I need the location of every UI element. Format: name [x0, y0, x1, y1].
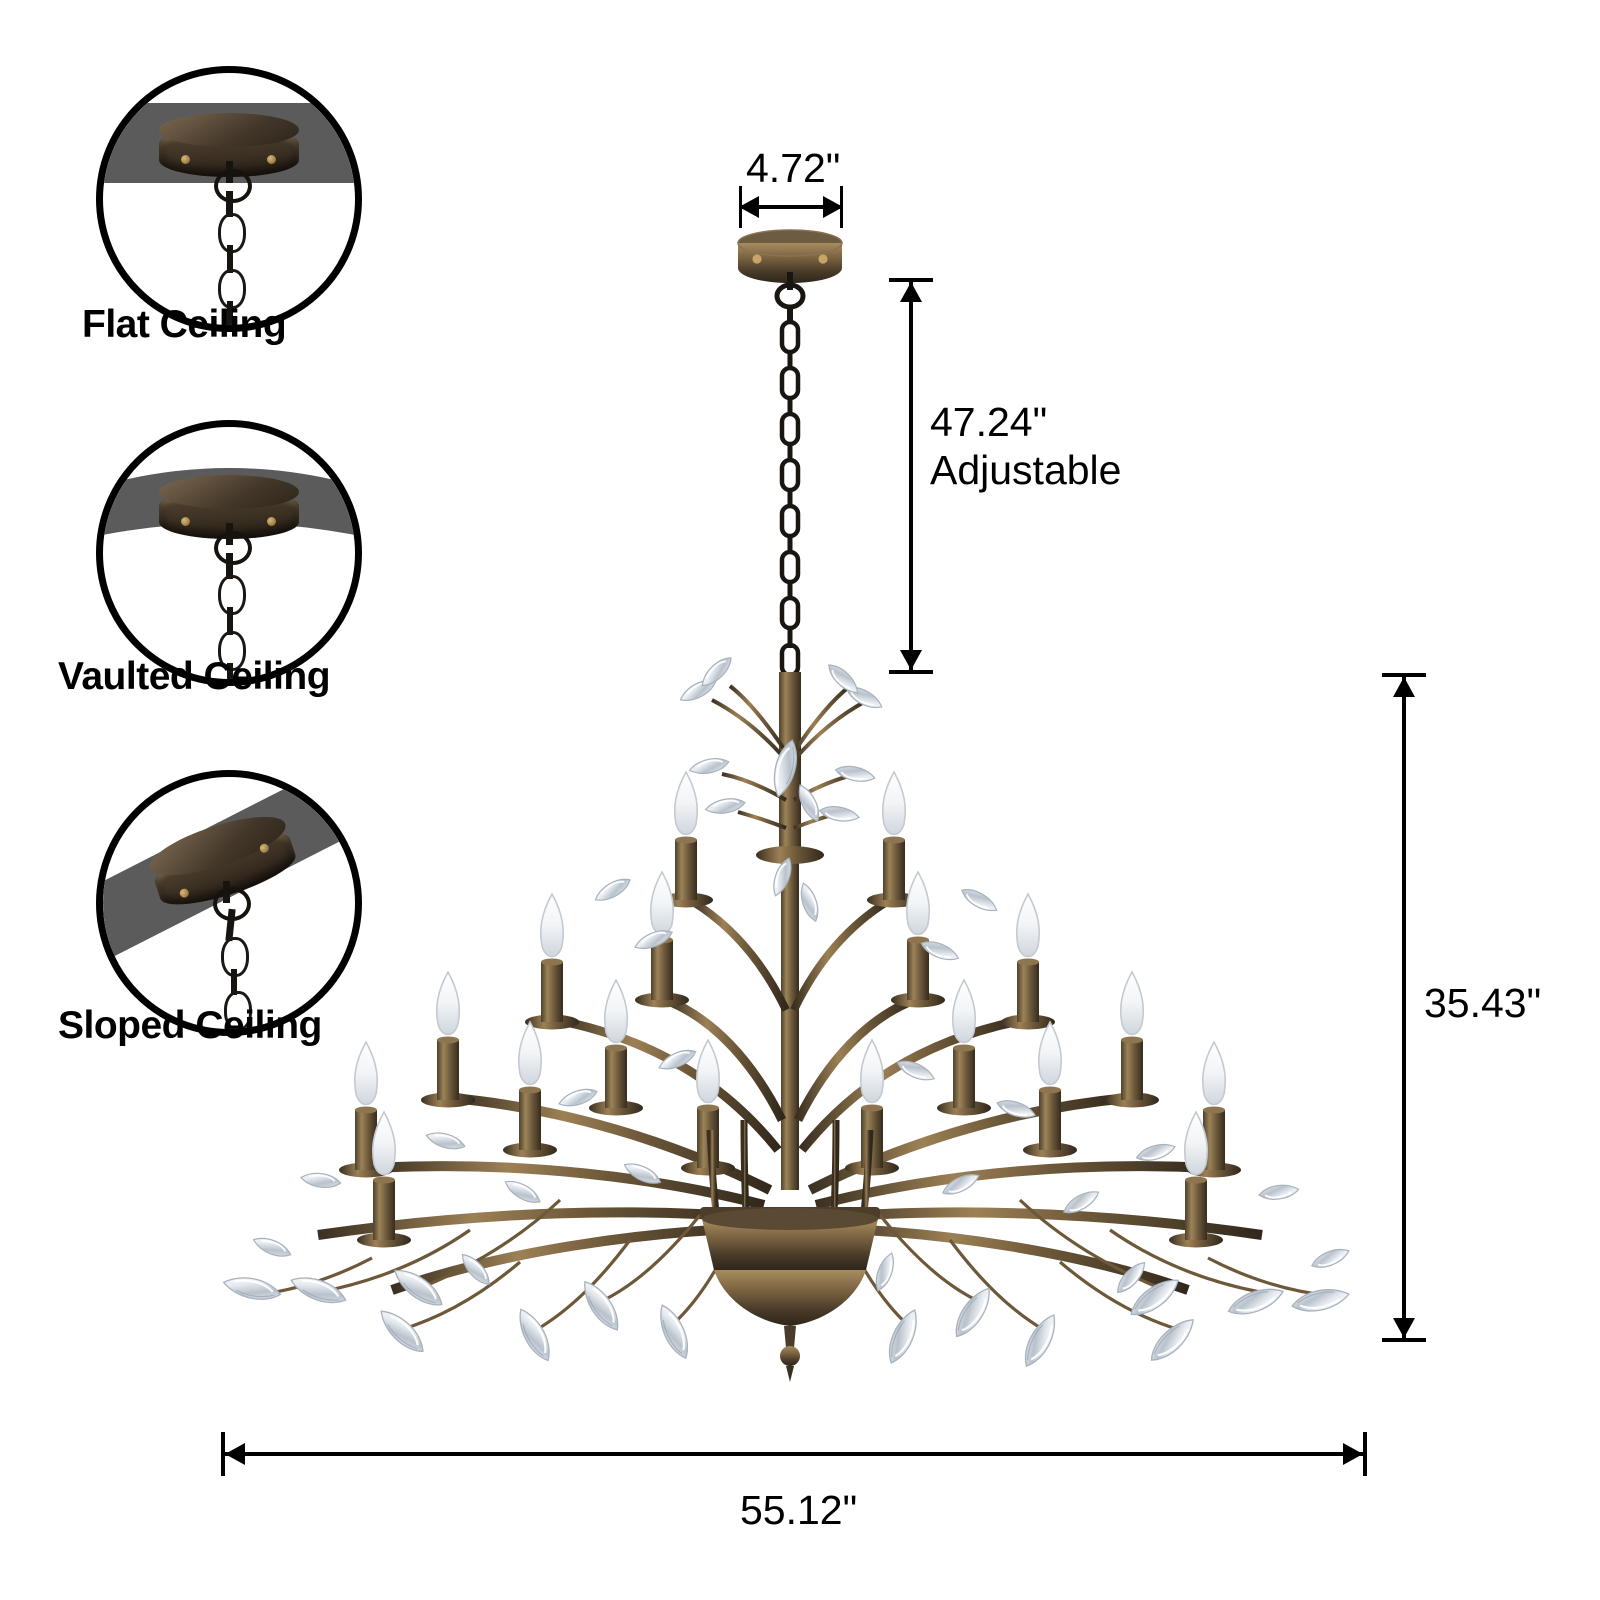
bottom-bowl: [700, 1116, 880, 1382]
candle-light: [524, 893, 580, 1031]
callout-label-sloped: Sloped Ceiling: [58, 1004, 322, 1047]
tier1-arms: [687, 896, 893, 1012]
dimension-value-fixture-width: 55.12": [740, 1487, 858, 1533]
dimension-value-canopy-width: 4.72": [746, 145, 841, 191]
candle-light: [1022, 1021, 1078, 1159]
hanging-chain: [774, 272, 806, 678]
dimension-note-adjustable: Adjustable: [930, 447, 1122, 494]
callout-label-vaulted: Vaulted Ceiling: [58, 655, 331, 698]
dimension-value-drop-height: 47.24": [930, 399, 1048, 445]
ceiling-mount-sloped-icon: [96, 770, 362, 1036]
tier2-arms: [555, 995, 1025, 1153]
ceiling-mount-flat-icon: [96, 66, 362, 332]
callout-label-flat: Flat Ceiling: [82, 303, 287, 346]
candle-light: [420, 971, 476, 1109]
dimension-value-fixture-height: 35.43": [1424, 980, 1542, 1026]
candle-light: [1104, 971, 1160, 1109]
ceiling-canopy: [737, 229, 843, 283]
candle-light: [502, 1021, 558, 1159]
candle-light: [1000, 893, 1056, 1031]
ceiling-mount-vaulted-icon: [96, 420, 362, 686]
